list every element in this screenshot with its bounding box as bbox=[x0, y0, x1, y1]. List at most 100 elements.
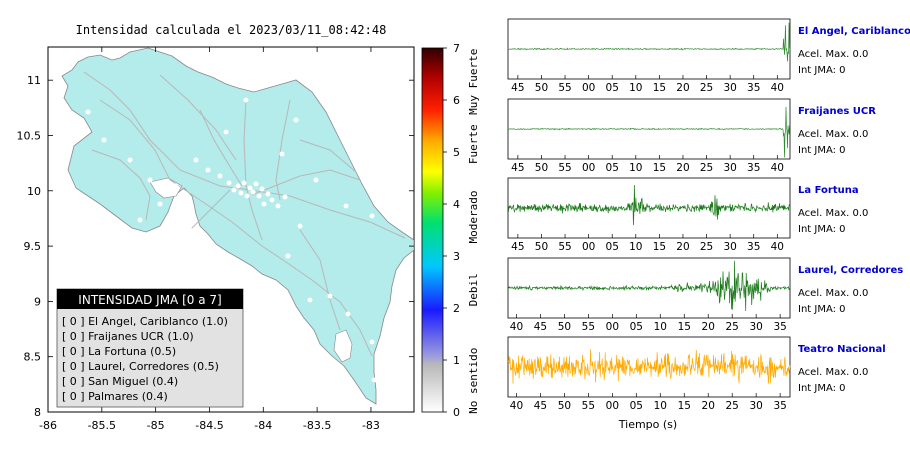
map-x-tick-label: -85 bbox=[147, 419, 165, 432]
waveform-trace bbox=[507, 260, 791, 312]
panel-tick-label: 05 bbox=[606, 162, 619, 174]
station-accel: Acel. Max. 0.0 bbox=[798, 129, 868, 140]
legend-item: [ 0 ] Palmares (0.4) bbox=[62, 390, 168, 403]
map-title: Intensidad calculada el 2023/03/11_08:42… bbox=[76, 23, 387, 37]
legend-header bbox=[57, 289, 243, 309]
map-x-tick-label: -84 bbox=[254, 419, 272, 432]
panel-tick-label: 05 bbox=[630, 400, 643, 412]
map-y-tick-label: 9.5 bbox=[24, 240, 42, 253]
station-accel: Acel. Max. 0.0 bbox=[798, 208, 868, 219]
panel-tick-label: 15 bbox=[653, 241, 666, 253]
panel-tick-label: 45 bbox=[534, 400, 547, 412]
panel-tick-label: 15 bbox=[678, 321, 691, 333]
costa-rica-land bbox=[61, 47, 414, 405]
panel-tick-label: 40 bbox=[510, 400, 523, 412]
map-y-tick-label: 10.5 bbox=[17, 129, 42, 142]
colorbar-tick-label: 7 bbox=[453, 42, 460, 55]
waveform-trace bbox=[507, 22, 791, 62]
map-x-tick-label: -86 bbox=[39, 419, 57, 432]
colorbar-label: Debil bbox=[467, 273, 480, 306]
colorbar-tick-label: 2 bbox=[453, 302, 460, 315]
panel-tick-label: 00 bbox=[582, 162, 595, 174]
panel-tick-label: 10 bbox=[629, 241, 642, 253]
panel-tick-label: 50 bbox=[535, 82, 548, 94]
legend-item: [ 0 ] Laurel, Corredores (0.5) bbox=[62, 360, 219, 373]
panel-tick-label: 15 bbox=[653, 82, 666, 94]
panel-tick-label: 30 bbox=[749, 400, 762, 412]
panel-tick-label: 35 bbox=[747, 241, 760, 253]
station-name: El Angel, Cariblanco bbox=[798, 26, 910, 37]
station-int: Int JMA: 0 bbox=[798, 383, 846, 394]
panel-tick-label: 20 bbox=[676, 82, 689, 94]
panel-tick-label: 45 bbox=[511, 241, 524, 253]
map-y-tick-label: 9 bbox=[34, 295, 41, 308]
panel-tick-label: 10 bbox=[629, 82, 642, 94]
panel-tick-label: 15 bbox=[653, 162, 666, 174]
x-axis-label: Tiempo (s) bbox=[618, 418, 677, 431]
map-y-tick-label: 8 bbox=[34, 406, 41, 419]
legend-title: INTENSIDAD JMA [0 a 7] bbox=[78, 293, 221, 307]
panel-tick-label: 50 bbox=[558, 400, 571, 412]
panel-tick-label: 40 bbox=[771, 241, 784, 253]
waveform-panel: 40 45 50 55 00 05 10 15 20 25 30 35 Teatro Nacional A… bbox=[507, 336, 886, 412]
panel-tick-label: 20 bbox=[702, 321, 715, 333]
colorbar-tick-label: 1 bbox=[453, 354, 460, 367]
panel-tick-label: 35 bbox=[747, 82, 760, 94]
map-y-tick-label: 11 bbox=[27, 74, 41, 87]
colorbar-tick-label: 0 bbox=[453, 406, 460, 419]
panel-tick-label: 10 bbox=[654, 400, 667, 412]
panel-tick-label: 05 bbox=[606, 82, 619, 94]
station-name: La Fortuna bbox=[798, 185, 859, 196]
panel-tick-label: 25 bbox=[700, 82, 713, 94]
intensity-legend: INTENSIDAD JMA [0 a 7] [ 0 ] El Angel, C… bbox=[56, 288, 244, 408]
stations bbox=[85, 97, 377, 383]
golfo-dulce bbox=[333, 329, 353, 363]
station-name: Laurel, Corredores bbox=[798, 265, 903, 276]
panel-tick-label: 30 bbox=[749, 321, 762, 333]
map-y-ticks: 11 10.5 10 9.5 9 8.5 8 bbox=[17, 74, 414, 419]
station-name: Fraijanes UCR bbox=[798, 106, 876, 117]
panel-tick-label: 25 bbox=[700, 241, 713, 253]
panel-tick-label: 20 bbox=[676, 241, 689, 253]
panel-tick-label: 05 bbox=[630, 321, 643, 333]
panel-tick-label: 20 bbox=[702, 400, 715, 412]
colorbar-gradient bbox=[421, 47, 444, 413]
legend-item: [ 0 ] San Miguel (0.4) bbox=[62, 375, 178, 388]
map-y-tick-label: 10 bbox=[27, 185, 41, 198]
waveform-trace bbox=[507, 106, 791, 158]
panel-tick-label: 45 bbox=[511, 82, 524, 94]
panel-tick-label: 30 bbox=[723, 241, 736, 253]
station-int: Int JMA: 0 bbox=[798, 304, 846, 315]
panel-tick-label: 00 bbox=[582, 82, 595, 94]
panel-tick-label: 10 bbox=[654, 321, 667, 333]
panel-tick-label: 35 bbox=[773, 321, 786, 333]
map-y-tick-label: 8.5 bbox=[24, 351, 42, 364]
colorbar-label: Fuerte bbox=[467, 124, 480, 164]
legend-item: [ 0 ] La Fortuna (0.5) bbox=[62, 345, 176, 358]
waveform-panel: 45 50 55 00 05 10 15 20 25 30 35 40 La Fortuna Acel. … bbox=[507, 177, 868, 253]
station-name: Teatro Nacional bbox=[798, 344, 886, 355]
panel-tick-label: 05 bbox=[606, 241, 619, 253]
panel-tick-label: 45 bbox=[511, 162, 524, 174]
panel-tick-label: 15 bbox=[678, 400, 691, 412]
colorbar-label: No sentido bbox=[467, 348, 480, 414]
legend-item: [ 0 ] Fraijanes UCR (1.0) bbox=[62, 330, 194, 343]
waveform-trace bbox=[507, 184, 791, 226]
waveform-panel: 40 45 50 55 00 05 10 15 20 25 30 35 Laurel, Corredor… bbox=[507, 257, 903, 333]
colorbar-label: Moderado bbox=[467, 191, 480, 244]
map-x-tick-label: -83.5 bbox=[303, 419, 331, 432]
colorbar-label: Muy Fuerte bbox=[467, 49, 480, 115]
panel-tick-label: 40 bbox=[771, 162, 784, 174]
map-x-tick-label: -84.5 bbox=[195, 419, 223, 432]
panel-tick-label: 25 bbox=[700, 162, 713, 174]
waveform-panels: 45 50 55 00 05 10 15 20 25 30 35 40 El Angel, Caribl… bbox=[507, 18, 910, 412]
panel-tick-label: 55 bbox=[558, 241, 571, 253]
panel-tick-label: 00 bbox=[606, 321, 619, 333]
panel-tick-label: 55 bbox=[558, 162, 571, 174]
panel-tick-label: 25 bbox=[726, 321, 739, 333]
panel-tick-label: 35 bbox=[773, 400, 786, 412]
panel-tick-label: 50 bbox=[558, 321, 571, 333]
station-accel: Acel. Max. 0.0 bbox=[798, 288, 868, 299]
panel-tick-label: 30 bbox=[723, 82, 736, 94]
